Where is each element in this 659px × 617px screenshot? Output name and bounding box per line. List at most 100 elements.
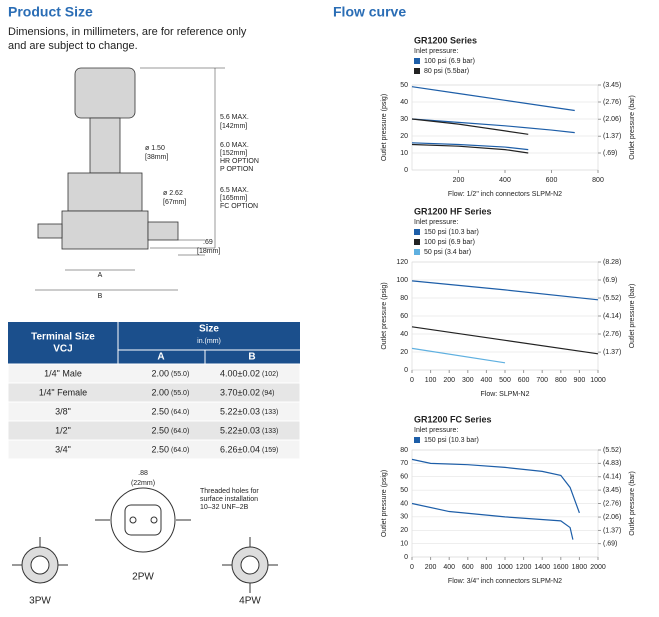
y-tick-label: 120 [396,259,408,266]
x-tick-label: 900 [574,377,586,384]
curve [411,86,575,112]
x-tick-label: 2000 [590,564,606,571]
legend-label: 150 psi (10.3 bar) [424,437,479,444]
x-axis-label: Flow: SLPM-N2 [480,391,529,398]
y2-tick-label: (4.14) [603,313,621,320]
x-tick-label: 200 [453,177,465,184]
y-tick-label: 40 [400,331,408,338]
chart-title: GR1200 FC Series [414,414,492,424]
legend-swatch [414,239,420,245]
x-tick-label: 1400 [534,564,550,571]
y2-tick-label: (.69) [603,540,617,547]
y2-tick-label: (.69) [603,150,617,157]
y2-tick-label: (2.06) [603,116,621,123]
table-cell: (159) [262,447,278,454]
dim-label: ø 2.62 [163,190,183,197]
dim-label: .69 [203,239,213,246]
table-cell: 2.00 [151,368,169,378]
y2-tick-label: (2.76) [603,99,621,106]
dim-label: .88 [138,470,148,477]
x-tick-label: 400 [499,177,511,184]
table-cell: 1/2" [55,425,71,435]
y2-axis-label: Outlet pressure (bar) [629,95,636,160]
x-tick-label: 500 [499,377,511,384]
y-tick-label: 30 [400,514,408,521]
table-cell: (64.0) [171,428,189,435]
y-tick-label: 60 [400,474,408,481]
y-tick-label: 20 [400,349,408,356]
note: Dimensions, in millimeters, are for refe… [8,26,247,38]
mount-note: surface installation [200,496,258,503]
table-cell: 2.50 [151,406,169,416]
dim-label: 6.5 MAX. [220,187,249,194]
table-header: B [248,352,255,363]
table-cell: (55.0) [171,371,189,378]
y-tick-label: 70 [400,460,408,467]
x-tick-label: 0 [410,377,414,384]
section-title: Flow curve [333,4,406,20]
y2-tick-label: (2.76) [603,331,621,338]
dim-label: [152mm] [220,150,247,157]
y-tick-label: 0 [404,167,408,174]
legend-label: 100 psi (6.9 bar) [424,58,475,65]
y2-tick-label: (1.37) [603,349,621,356]
y-tick-label: 10 [400,540,408,547]
table-cell: 3/8" [55,406,71,416]
dim-label: 6.0 MAX. [220,142,249,149]
table-cell: 4.00±0.02 [220,368,260,378]
table-row [7,439,301,460]
dim-label: [38mm] [145,154,168,161]
x-tick-label: 1000 [590,377,606,384]
legend-label: 150 psi (10.3 bar) [424,229,479,236]
x-tick-label: 800 [481,564,493,571]
x-tick-label: 400 [481,377,493,384]
plot-frame [411,84,599,171]
y2-tick-label: (5.52) [603,447,621,454]
x-tick-label: 800 [555,377,567,384]
table-cell: (102) [262,371,278,378]
table-cell: 2.50 [151,444,169,454]
table-cell: 2.50 [151,425,169,435]
table-cell: 5.22±0.03 [220,425,260,435]
table-cell: (133) [262,409,278,416]
y-axis-label: Outlet pressure (psig) [381,470,388,537]
x-tick-label: 400 [443,564,455,571]
mount-drawing [12,487,278,593]
dim-label: [67mm] [163,199,186,206]
mount-label: 3PW [29,596,51,607]
dim-label: [165mm] [220,195,247,202]
y2-tick-label: (6.9) [603,277,617,284]
note: and are subject to change. [8,40,138,52]
y-axis-label: Outlet pressure (psig) [381,282,388,349]
table-cell: 3.70±0.02 [220,387,260,397]
legend-label: 50 psi (3.4 bar) [424,249,471,256]
y2-axis-label: Outlet pressure (bar) [629,471,636,536]
chart-title: GR1200 HF Series [414,206,492,216]
dim-label: FC OPTION [220,203,258,210]
x-tick-label: 100 [425,377,437,384]
y-tick-label: 0 [404,367,408,374]
dim-label: [18mm] [197,248,220,255]
table-header: in.(mm) [197,338,221,345]
mount-label: 4PW [239,596,261,607]
table-cell: 1/4" Female [39,387,87,397]
table-header: VCJ [53,344,72,355]
y2-tick-label: (5.52) [603,295,621,302]
x-tick-label: 200 [443,377,455,384]
table-cell: 3/4" [55,444,71,454]
y2-tick-label: (4.83) [603,460,621,467]
y2-tick-label: (8.28) [603,259,621,266]
table-cell: 5.22±0.03 [220,406,260,416]
dim-label: B [98,293,103,300]
y2-tick-label: (2.76) [603,500,621,507]
y-tick-label: 10 [400,150,408,157]
table-cell: (64.0) [171,409,189,416]
x-tick-label: 1800 [572,564,588,571]
table-header: Size [199,324,219,335]
table-cell: 2.00 [151,387,169,397]
y-tick-label: 30 [400,116,408,123]
curve [411,118,529,135]
y-tick-label: 40 [400,99,408,106]
table-cell: 6.26±0.04 [220,444,260,454]
